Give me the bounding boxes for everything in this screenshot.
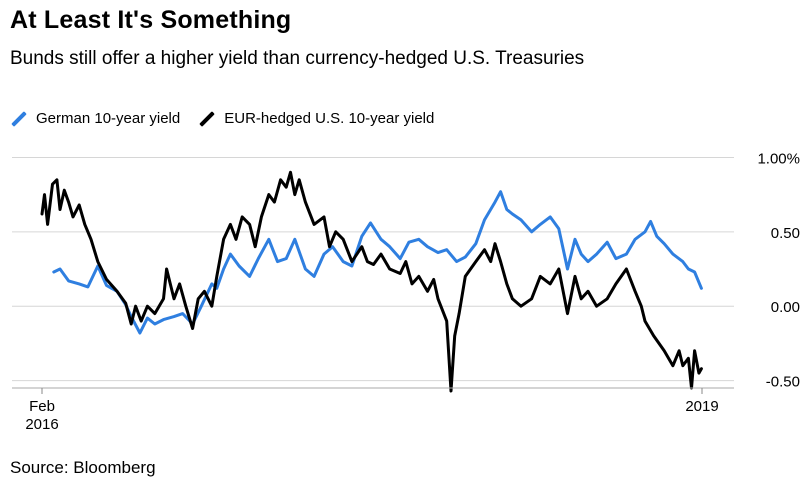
german-yield-line (52, 190, 703, 335)
legend-item-german: German 10-year yield (10, 110, 180, 127)
legend-item-hedged: EUR-hedged U.S. 10-year yield (198, 110, 434, 127)
source-note: Source: Bloomberg (10, 458, 156, 477)
y-tick-label: 0.00 (771, 299, 800, 316)
hedged-yield-line (40, 170, 703, 393)
series-layer (40, 170, 703, 393)
x-tick-label: 2019 (685, 398, 718, 415)
y-tick-label: -0.50 (766, 374, 800, 391)
y-tick-label: 1.00% (757, 150, 800, 167)
chart-subtitle: Bunds still offer a higher yield than cu… (10, 48, 585, 69)
legend: German 10-year yield EUR-hedged U.S. 10-… (10, 110, 452, 127)
x-tick-label: 2016 (25, 416, 58, 433)
grid-layer (12, 156, 734, 382)
x-tick-label: Feb (29, 398, 55, 415)
legend-label-german: German 10-year yield (36, 110, 181, 127)
y-tick-label: 0.50 (771, 225, 800, 242)
chart-title: At Least It's Something (10, 6, 292, 34)
legend-label-hedged: EUR-hedged U.S. 10-year yield (224, 110, 435, 127)
